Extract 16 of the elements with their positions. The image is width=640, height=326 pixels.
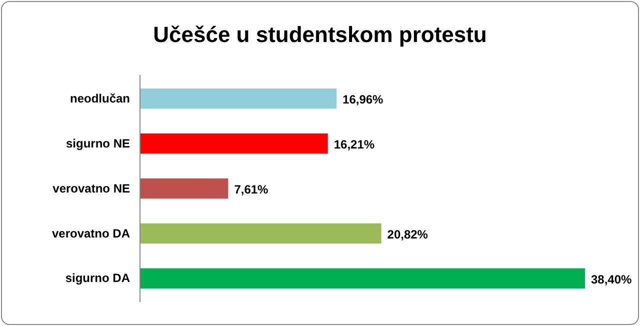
bar <box>140 88 337 109</box>
bar <box>140 178 228 199</box>
data-label: 7,61% <box>234 182 269 196</box>
y-tick-label: verovatno DA <box>52 226 130 240</box>
y-tick-label: sigurno NE <box>66 136 130 150</box>
bar <box>140 133 328 154</box>
bar <box>140 223 382 244</box>
y-tick-label: neodlučan <box>70 91 130 106</box>
bar <box>140 268 585 289</box>
data-label: 16,21% <box>334 138 375 152</box>
data-label: 20,82% <box>387 227 428 242</box>
data-label: 38,40% <box>591 272 632 286</box>
y-tick-label: verovatno NE <box>52 181 130 196</box>
y-tick-label: sigurno DA <box>65 271 130 286</box>
data-label: 16,96% <box>342 92 384 107</box>
chart-title: Učešće u studentskom protestu <box>153 22 487 47</box>
